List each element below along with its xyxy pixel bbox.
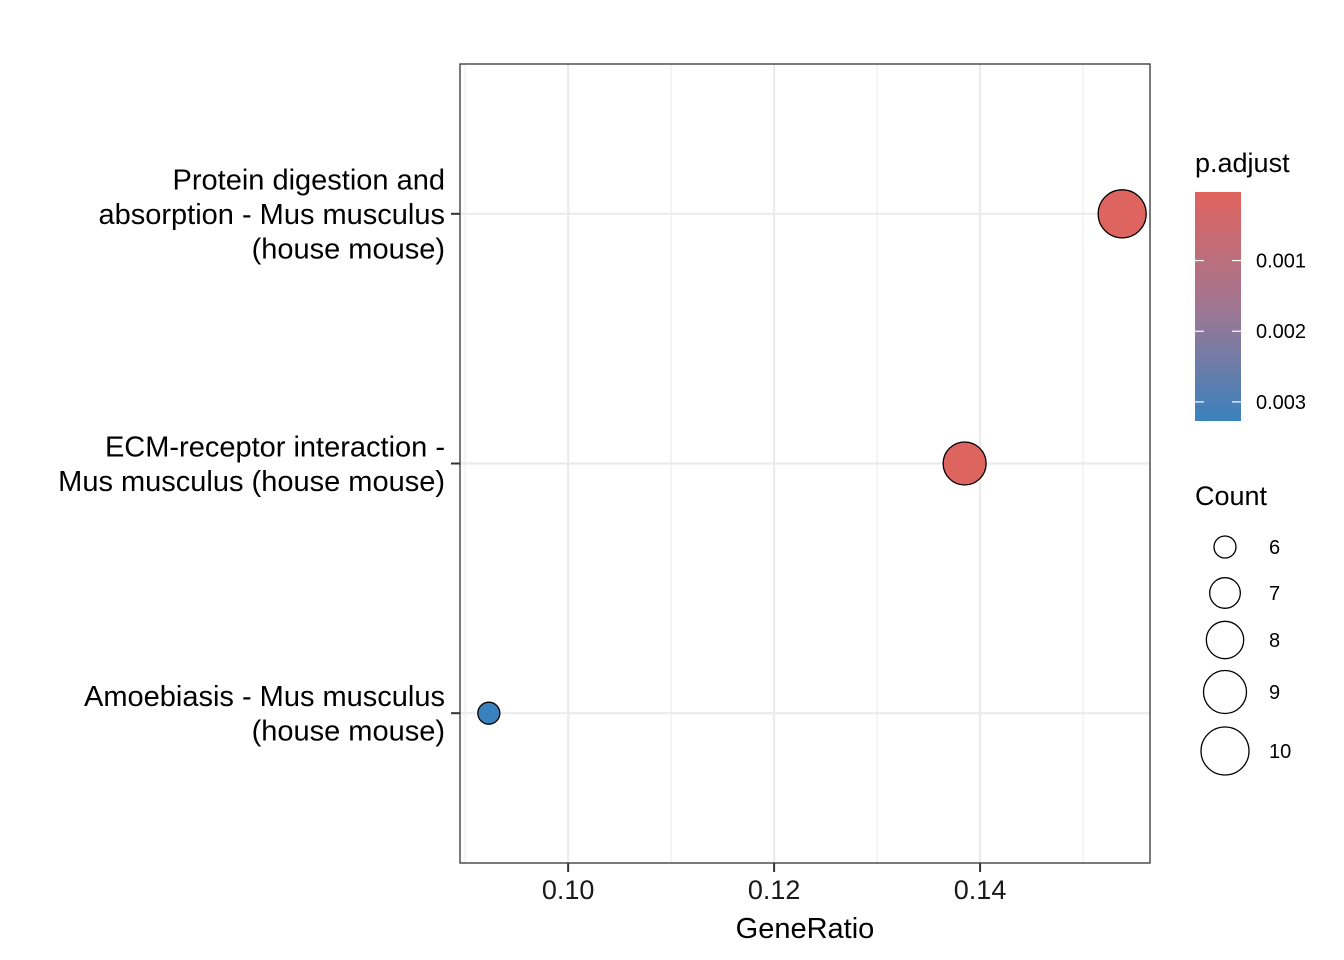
y-axis-ticks: [451, 212, 460, 715]
color-legend-bar: [1195, 192, 1241, 421]
data-point: [942, 441, 987, 486]
size-legend-key: [1205, 620, 1245, 660]
category-label-line: Amoebiasis - Mus musculus: [84, 681, 445, 713]
size-legend-key: [1209, 577, 1241, 609]
category-label-line: (house mouse): [252, 233, 445, 265]
category-label-line: ECM-receptor interaction -: [105, 431, 445, 463]
y-axis-labels: Protein digestion and absorption - Mus mu…: [58, 164, 445, 747]
category-label-line: absorption - Mus musculus: [98, 199, 445, 231]
size-legend-items: 6 7 8 9 10: [1200, 535, 1291, 776]
plot-panel-border: [459, 63, 1151, 864]
size-legend-key: [1213, 535, 1237, 559]
x-tick-label: 0.10: [542, 875, 595, 905]
category-label: Amoebiasis - Mus musculus (house mouse): [84, 681, 445, 748]
category-label: Protein digestion and absorption - Mus mu…: [98, 164, 445, 265]
color-legend-label: 0.002: [1256, 321, 1306, 343]
size-legend: Count 6 7 8 9 10: [1195, 481, 1291, 776]
x-axis-ticks: 0.10 0.12 0.14: [542, 863, 1007, 905]
size-legend-label: 6: [1269, 537, 1280, 559]
size-legend-key: [1200, 726, 1250, 776]
category-label-line: Protein digestion and: [173, 164, 445, 196]
size-legend-label: 7: [1269, 583, 1280, 605]
size-legend-key: [1202, 669, 1248, 715]
color-legend-ticks: 0.001 0.002 0.003: [1195, 251, 1306, 414]
x-tick-label: 0.14: [954, 875, 1007, 905]
size-legend-label: 10: [1269, 741, 1291, 763]
size-legend-label: 8: [1269, 630, 1280, 652]
category-label: ECM-receptor interaction -Mus musculus (…: [58, 431, 445, 498]
data-point: [477, 701, 501, 725]
x-axis-title: GeneRatio: [736, 913, 875, 945]
category-label-line: Mus musculus (house mouse): [58, 466, 445, 498]
size-legend-title: Count: [1195, 481, 1268, 511]
color-legend: p.adjust 0.001 0.002 0.003: [1195, 148, 1306, 421]
color-legend-label: 0.003: [1256, 392, 1306, 414]
color-legend-label: 0.001: [1256, 251, 1306, 273]
data-points: [477, 189, 1147, 725]
size-legend-label: 9: [1269, 682, 1280, 704]
x-tick-label: 0.12: [748, 875, 801, 905]
data-point: [1097, 189, 1147, 239]
category-label-line: (house mouse): [252, 715, 445, 747]
color-legend-title: p.adjust: [1195, 148, 1290, 178]
